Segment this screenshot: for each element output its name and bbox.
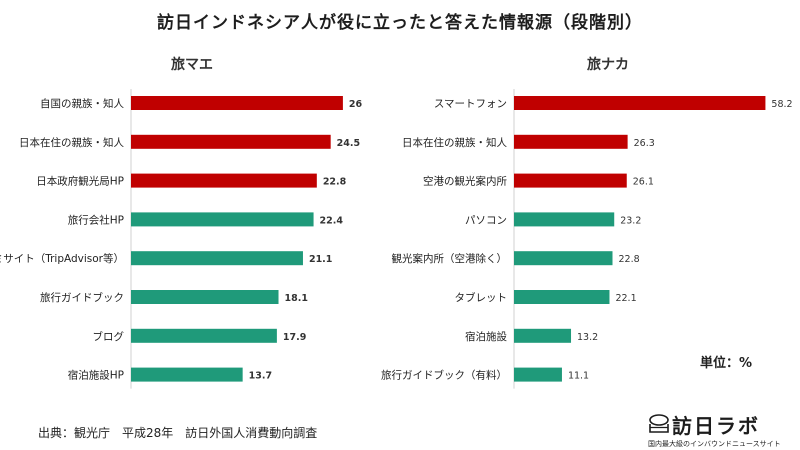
brand-logo: 訪日ラボ 国内最大級のインバウンドニュースサイト [648,410,798,450]
bar-before-trip-3 [131,212,314,227]
bar-before-trip-5 [131,290,279,304]
bar-before-trip-4 [131,251,303,266]
panel-title-during-trip: 旅ナカ [587,57,629,73]
bar-during-trip-7 [514,367,562,382]
bar-during-trip-3 [514,212,615,227]
unit-label: 単位：% [700,356,753,371]
category-label-during-trip-1: 日本在住の親族・知人 [402,136,507,149]
bar-before-trip-0 [131,96,343,110]
value-label-before-trip-4: 21.1 [309,254,332,265]
category-label-before-trip-6: ブログ [93,330,125,343]
value-label-during-trip-6: 13.2 [577,332,598,343]
bar-during-trip-2 [514,173,627,188]
bar-before-trip-1 [131,134,331,149]
value-label-before-trip-1: 24.5 [337,138,360,149]
category-label-during-trip-7: 旅行ガイドブック（有料） [381,369,507,382]
bar-during-trip-4 [514,251,613,266]
chart-title: 訪日インドネシア人が役に立ったと答えた情報源（段階別） [157,13,643,33]
category-label-during-trip-0: スマートフォン [434,98,507,110]
value-label-during-trip-1: 26.3 [634,138,655,149]
category-label-before-trip-2: 日本政府観光局HP [36,175,124,188]
category-label-before-trip-0: 自国の親族・知人 [40,97,124,110]
bar-during-trip-1 [514,134,628,149]
panel-title-before-trip: 旅マエ [171,57,213,73]
category-label-before-trip-5: 旅行ガイドブック [40,291,124,304]
bar-before-trip-2 [131,173,317,188]
category-label-before-trip-3: 旅行会社HP [68,213,124,226]
value-label-during-trip-0: 58.2 [771,99,792,110]
category-label-during-trip-4: 観光案内所（空港除く） [392,252,508,265]
value-label-during-trip-7: 11.1 [568,371,589,382]
category-label-during-trip-5: タブレット [455,291,508,304]
category-label-before-trip-4: 口コミサイト（TripAdvisor等） [0,252,124,265]
category-label-during-trip-6: 宿泊施設 [465,330,507,343]
bar-before-trip-7 [131,367,243,382]
category-label-before-trip-1: 日本在住の親族・知人 [19,136,124,149]
value-label-during-trip-3: 23.2 [620,215,641,226]
bar-during-trip-0 [514,96,766,110]
value-label-before-trip-0: 26 [349,99,363,110]
value-label-during-trip-4: 22.8 [618,254,639,265]
value-label-before-trip-5: 18.1 [285,293,308,304]
category-label-during-trip-3: パソコン [465,214,507,226]
category-label-before-trip-7: 宿泊施設HP [68,369,124,382]
bar-during-trip-5 [514,290,610,304]
logo-name: 訪日ラボ [672,414,760,438]
value-label-before-trip-7: 13.7 [249,371,272,382]
value-label-before-trip-6: 17.9 [283,332,306,343]
logo-icon [649,414,669,433]
value-label-before-trip-2: 22.8 [323,177,347,188]
value-label-during-trip-5: 22.1 [615,293,636,304]
source-note: 出典：観光庁 平成28年 訪日外国人消費動向調査 [38,426,318,440]
bar-before-trip-6 [131,328,277,343]
logo-tagline: 国内最大級のインバウンドニュースサイト [648,440,781,448]
value-label-before-trip-3: 22.4 [320,215,344,226]
bar-during-trip-6 [514,328,572,343]
value-label-during-trip-2: 26.1 [633,177,654,188]
category-label-during-trip-2: 空港の観光案内所 [423,175,507,188]
